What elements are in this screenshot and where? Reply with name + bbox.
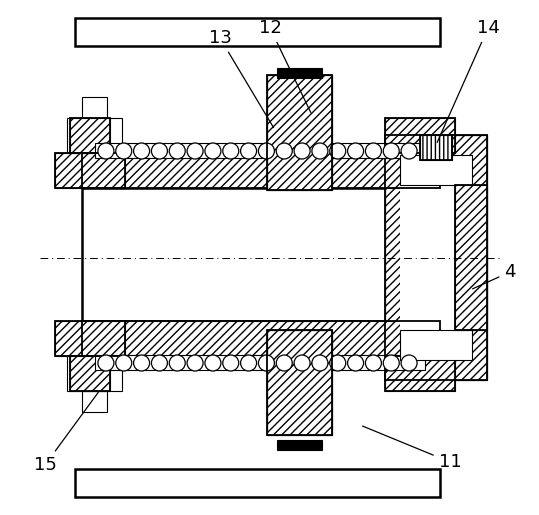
Text: 12: 12 bbox=[259, 19, 311, 112]
Bar bbox=[420, 135, 452, 160]
Bar bbox=[385, 356, 455, 391]
Bar bbox=[82, 391, 107, 412]
Circle shape bbox=[348, 143, 364, 159]
Bar bbox=[455, 185, 487, 330]
Bar bbox=[420, 135, 452, 160]
Bar bbox=[67, 356, 122, 391]
Bar bbox=[385, 135, 487, 380]
Text: 14: 14 bbox=[437, 19, 500, 143]
Circle shape bbox=[330, 355, 345, 371]
Bar bbox=[75, 18, 440, 46]
Bar bbox=[70, 118, 110, 153]
Text: 15: 15 bbox=[33, 392, 98, 474]
Circle shape bbox=[223, 355, 239, 371]
Circle shape bbox=[330, 143, 345, 159]
Circle shape bbox=[294, 355, 310, 371]
Circle shape bbox=[258, 143, 274, 159]
Bar bbox=[95, 355, 425, 370]
Text: 13: 13 bbox=[209, 29, 274, 128]
Circle shape bbox=[205, 355, 221, 371]
Bar bbox=[267, 330, 332, 435]
Circle shape bbox=[205, 143, 221, 159]
Bar bbox=[385, 118, 455, 153]
Text: 4: 4 bbox=[473, 263, 516, 289]
Bar bbox=[55, 153, 125, 188]
Bar bbox=[277, 68, 322, 78]
Circle shape bbox=[312, 143, 328, 159]
Bar bbox=[82, 153, 440, 188]
Bar bbox=[82, 153, 440, 188]
Circle shape bbox=[277, 355, 292, 371]
Circle shape bbox=[134, 143, 150, 159]
Bar bbox=[82, 97, 107, 118]
Bar bbox=[55, 153, 125, 188]
Circle shape bbox=[365, 143, 382, 159]
Circle shape bbox=[187, 355, 203, 371]
Bar bbox=[55, 321, 125, 356]
Circle shape bbox=[277, 143, 292, 159]
Circle shape bbox=[348, 355, 364, 371]
Bar bbox=[385, 135, 487, 380]
Circle shape bbox=[169, 143, 185, 159]
Circle shape bbox=[240, 143, 257, 159]
Bar bbox=[95, 143, 425, 158]
Circle shape bbox=[169, 355, 185, 371]
Bar bbox=[82, 321, 440, 356]
Circle shape bbox=[134, 355, 150, 371]
Bar bbox=[400, 155, 472, 360]
Circle shape bbox=[240, 355, 257, 371]
Bar bbox=[55, 321, 125, 356]
Circle shape bbox=[312, 355, 328, 371]
Circle shape bbox=[365, 355, 382, 371]
Circle shape bbox=[116, 355, 132, 371]
Circle shape bbox=[383, 355, 399, 371]
Bar bbox=[67, 118, 122, 153]
Circle shape bbox=[294, 143, 310, 159]
Bar bbox=[70, 118, 110, 153]
Bar bbox=[70, 356, 110, 391]
Circle shape bbox=[116, 143, 132, 159]
Circle shape bbox=[223, 143, 239, 159]
Circle shape bbox=[187, 143, 203, 159]
Circle shape bbox=[98, 355, 114, 371]
Circle shape bbox=[151, 143, 168, 159]
Bar bbox=[400, 330, 472, 360]
Circle shape bbox=[258, 355, 274, 371]
Bar bbox=[267, 330, 332, 435]
Bar bbox=[277, 440, 322, 450]
Circle shape bbox=[151, 355, 168, 371]
Bar bbox=[385, 118, 455, 153]
Bar bbox=[82, 321, 440, 356]
Bar bbox=[70, 356, 110, 391]
Circle shape bbox=[401, 355, 417, 371]
Text: 11: 11 bbox=[363, 426, 461, 471]
Bar bbox=[75, 469, 440, 497]
Bar bbox=[267, 75, 332, 190]
Bar bbox=[82, 188, 455, 321]
Circle shape bbox=[383, 143, 399, 159]
Bar bbox=[385, 356, 455, 391]
Bar bbox=[455, 185, 487, 330]
Circle shape bbox=[401, 143, 417, 159]
Bar bbox=[400, 155, 472, 185]
Bar bbox=[267, 75, 332, 190]
Circle shape bbox=[98, 143, 114, 159]
